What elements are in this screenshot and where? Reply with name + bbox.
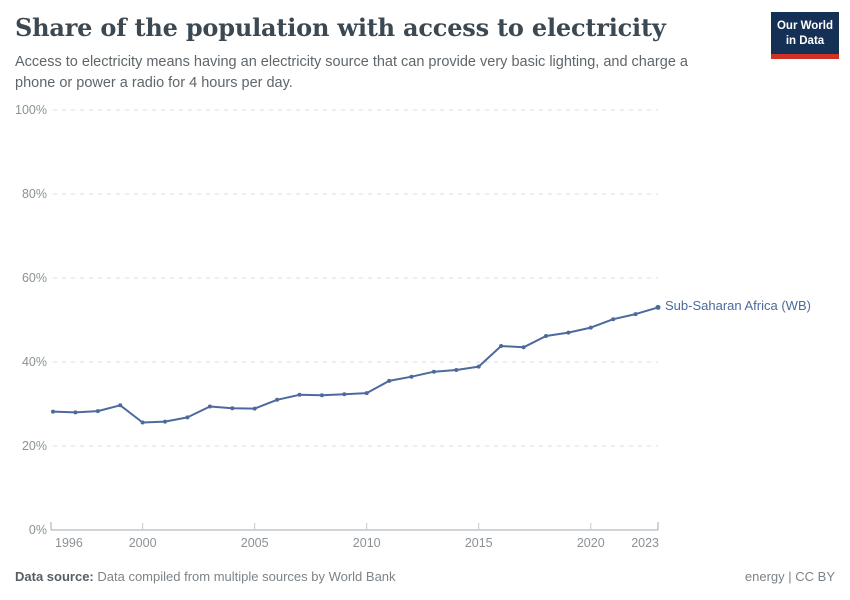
y-tick-label: 20% — [22, 439, 47, 453]
data-point[interactable] — [207, 404, 212, 409]
y-tick-label: 80% — [22, 187, 47, 201]
x-tick-label: 2005 — [241, 536, 269, 550]
data-point[interactable] — [476, 364, 481, 369]
x-tick-label: 2015 — [465, 536, 493, 550]
chart-footer: Data source: Data compiled from multiple… — [15, 569, 835, 584]
data-point[interactable] — [611, 317, 616, 322]
data-point[interactable] — [342, 392, 347, 397]
owid-logo-line1: Our World — [776, 20, 833, 32]
series-label[interactable]: Sub-Saharan Africa (WB) — [665, 298, 811, 314]
y-tick-label: 60% — [22, 271, 47, 285]
data-point[interactable] — [275, 397, 280, 402]
data-source-label: Data source: — [15, 569, 94, 584]
y-tick-label: 40% — [22, 355, 47, 369]
x-tick-label: 2010 — [353, 536, 381, 550]
x-tick-label: 2020 — [577, 536, 605, 550]
data-point[interactable] — [230, 406, 235, 411]
data-point[interactable] — [319, 393, 324, 398]
y-tick-label: 100% — [15, 103, 47, 117]
data-point[interactable] — [51, 409, 55, 414]
data-line[interactable] — [52, 306, 659, 424]
data-point[interactable] — [431, 369, 436, 374]
data-point[interactable] — [454, 368, 459, 372]
data-point[interactable] — [633, 312, 638, 317]
x-tick-label: 2023 — [631, 536, 659, 550]
data-point[interactable] — [499, 344, 504, 348]
data-point[interactable] — [364, 391, 369, 396]
data-point[interactable] — [163, 419, 167, 424]
chart-title: Share of the population with access to e… — [15, 13, 666, 42]
data-point[interactable] — [252, 406, 257, 411]
data-point[interactable] — [566, 330, 571, 335]
x-tick-label: 1996 — [55, 536, 83, 550]
chart-subtitle: Access to electricity means having an el… — [15, 54, 688, 91]
data-source-note: Data source: Data compiled from multiple… — [15, 569, 396, 584]
owid-logo[interactable]: Our World in Data — [771, 12, 839, 60]
data-point[interactable] — [95, 409, 100, 414]
owid-logo-line2: in Data — [785, 34, 825, 47]
data-point[interactable] — [118, 403, 123, 408]
data-point[interactable] — [409, 374, 414, 379]
y-tick-label: 0% — [29, 523, 47, 537]
data-source-text: Data compiled from multiple sources by W… — [97, 569, 396, 584]
data-point[interactable] — [588, 325, 593, 330]
data-point[interactable] — [185, 415, 190, 420]
x-tick-label: 2000 — [129, 536, 157, 550]
data-point[interactable] — [297, 392, 302, 397]
data-point[interactable] — [387, 378, 392, 383]
data-point[interactable] — [544, 334, 548, 338]
data-point[interactable] — [655, 304, 661, 310]
license-note[interactable]: energy | CC BY — [744, 569, 835, 584]
data-point[interactable] — [140, 420, 145, 425]
data-point[interactable] — [73, 410, 78, 415]
data-point[interactable] — [521, 345, 526, 350]
